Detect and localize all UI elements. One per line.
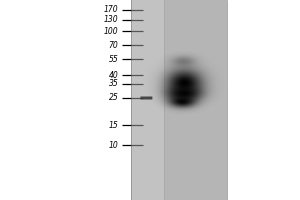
- Text: 70: 70: [109, 40, 118, 49]
- Text: 25: 25: [109, 94, 118, 102]
- Text: 40: 40: [109, 71, 118, 79]
- Text: 130: 130: [104, 16, 119, 24]
- Bar: [130, 0, 164, 200]
- Text: 55: 55: [109, 54, 118, 64]
- Text: 15: 15: [109, 120, 118, 130]
- Text: 170: 170: [104, 5, 119, 15]
- FancyBboxPatch shape: [140, 96, 152, 99]
- Bar: [164, 0, 226, 200]
- Text: 35: 35: [109, 79, 118, 88]
- Text: 10: 10: [109, 140, 118, 149]
- Text: 100: 100: [104, 26, 119, 36]
